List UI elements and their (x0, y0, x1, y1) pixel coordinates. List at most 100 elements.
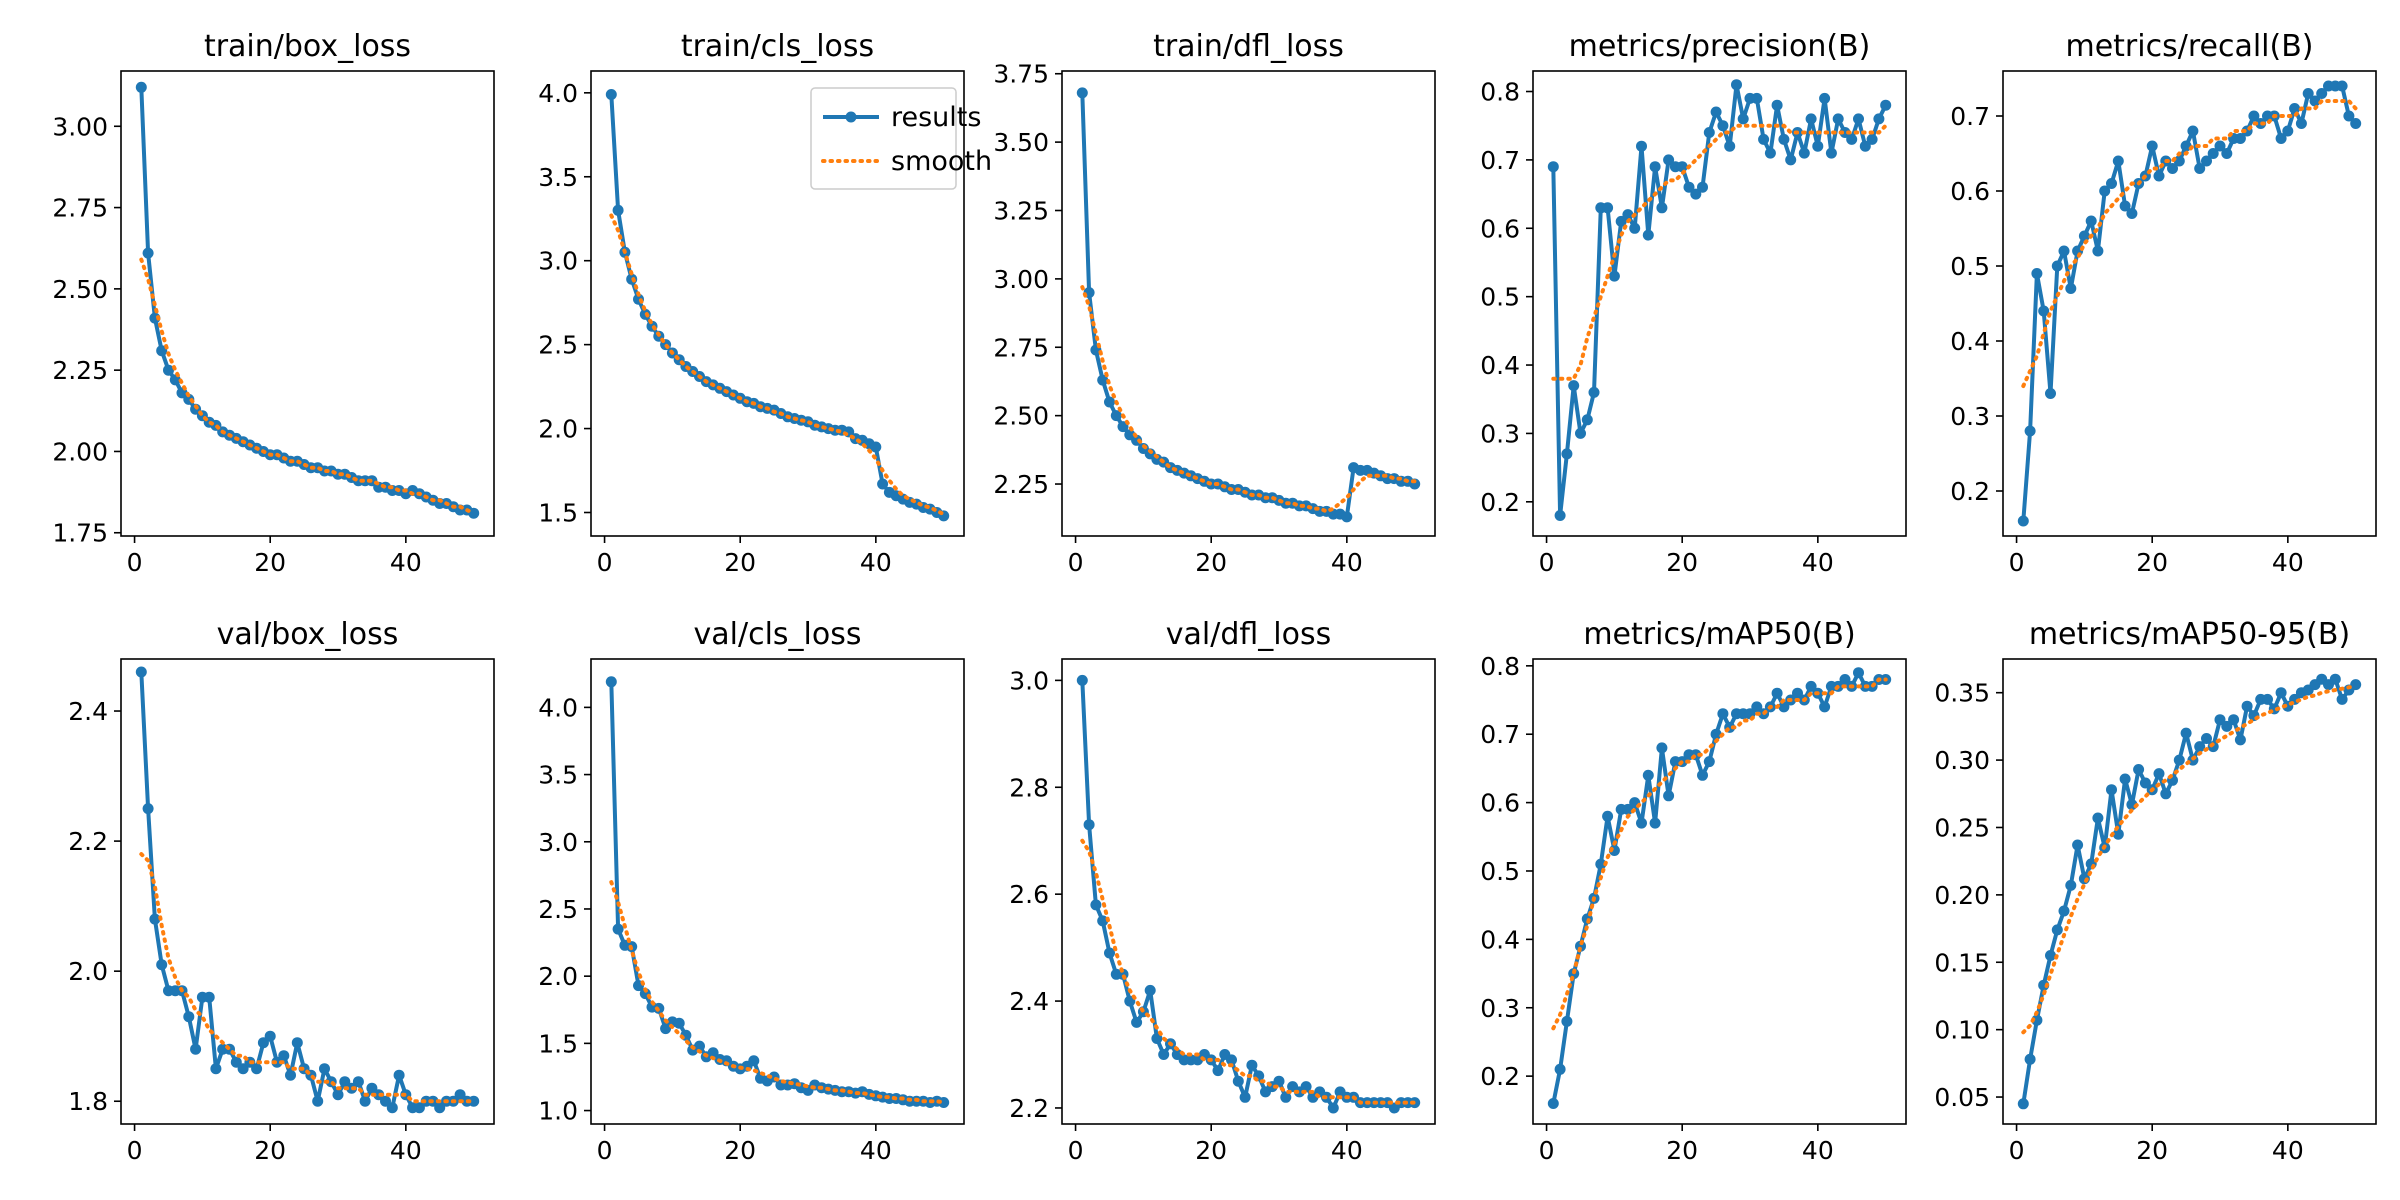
results-point (605, 89, 617, 100)
legend-results-marker (845, 111, 857, 123)
results-point (1575, 427, 1586, 439)
y-tick-label: 0.4 (1480, 351, 1520, 380)
results-point (1697, 181, 1708, 193)
results-point (190, 1043, 202, 1055)
results-line (139, 670, 476, 1110)
plot-area (2017, 673, 2362, 1110)
y-tick-label: 3.0 (1009, 666, 1049, 695)
results-point (1785, 154, 1797, 166)
results-point (1853, 667, 1864, 679)
results-line (2021, 84, 2358, 523)
results-point (1642, 229, 1654, 241)
chart-metrics-recall-b: metrics/recall(B) 0 20 40 0.2 0.3 0.4 0.5 0.6 0.7 (1950, 29, 2377, 577)
y-tick-label: 1.75 (52, 519, 108, 548)
x-tick-label: 0 (1068, 548, 1084, 577)
x-tick-label: 40 (860, 1136, 892, 1165)
results-point (251, 1063, 263, 1075)
results-line (139, 85, 476, 516)
y-tick-label: 0.35 (1934, 679, 1990, 708)
chart-metrics-map50-b: metrics/mAP50(B) 0 20 40 0.2 0.3 0.4 0.5 0.6 0.7 0… (1480, 617, 1907, 1165)
chart-val-box-loss: val/box_loss 0 20 40 1.8 2.0 2.2 2.4 (68, 617, 495, 1165)
results-point (1663, 790, 1675, 802)
smooth-line (139, 257, 476, 516)
results-point (2289, 103, 2301, 114)
results-point (1717, 120, 1729, 132)
results-point (2336, 693, 2348, 705)
axes-frame (1532, 658, 1907, 1125)
y-tick-label: 0.5 (1480, 857, 1520, 886)
results-point (2017, 515, 2029, 527)
results-point (1090, 899, 1102, 911)
chart-val-cls-loss: val/cls_loss 0 20 40 1.0 1.5 2.0 2.5 3.0 3.5 4.0 (538, 617, 965, 1165)
x-tick-label: 20 (2136, 548, 2168, 577)
y-tick-label: 2.0 (538, 962, 578, 991)
x-tick-label: 20 (1666, 548, 1698, 577)
results-point (2085, 215, 2097, 227)
axes-frame (120, 70, 495, 537)
x-tick-label: 40 (1331, 1136, 1363, 1165)
results-point (1805, 113, 1817, 125)
x-tick-label: 40 (1802, 1136, 1834, 1165)
results-point (2031, 268, 2043, 279)
results-point (2194, 163, 2206, 174)
results-point (1273, 1075, 1285, 1087)
results-point (163, 364, 174, 376)
y-tick-label: 0.3 (1950, 402, 1990, 431)
results-point (2031, 1014, 2043, 1026)
x-tick-label: 0 (1539, 548, 1555, 577)
results-point (386, 1102, 398, 1114)
plot-area (1547, 79, 1892, 521)
y-tick-label: 0.2 (1950, 477, 1990, 506)
y-tick-label: 0.7 (1480, 720, 1520, 749)
results-point (2228, 714, 2240, 726)
results-point (1595, 858, 1607, 870)
axes-frame (590, 70, 965, 537)
results-point (2106, 784, 2117, 796)
smooth-line (1080, 838, 1417, 1105)
results-point (319, 1063, 330, 1075)
results-point (2248, 110, 2260, 122)
y-tick-label: 3.0 (538, 828, 578, 857)
results-point (1812, 140, 1824, 152)
x-tick-label: 0 (597, 1136, 613, 1165)
results-point (468, 507, 480, 519)
results-point (434, 1102, 446, 1114)
results-point (2302, 88, 2314, 99)
results-line (1080, 90, 1417, 519)
y-tick-label: 2.75 (993, 333, 1049, 362)
y-tick-label: 0.2 (1480, 488, 1520, 517)
results-point (1588, 386, 1600, 398)
results-line (1080, 678, 1417, 1110)
results-point (1636, 140, 1647, 152)
results-point (2275, 133, 2287, 144)
results-point (1239, 1091, 1251, 1103)
results-point (142, 247, 154, 259)
results-point (264, 1030, 276, 1042)
results-point (380, 1095, 391, 1107)
results-point (2058, 245, 2070, 257)
results-point (2234, 133, 2246, 144)
y-tick-label: 0.20 (1934, 881, 1990, 910)
results-point (2221, 148, 2233, 159)
x-tick-label: 40 (860, 548, 892, 577)
results-point (1737, 113, 1749, 125)
results-point (1731, 79, 1742, 91)
y-tick-label: 0.3 (1480, 994, 1520, 1023)
chart-title: metrics/precision(B) (1569, 29, 1871, 64)
results-point (1724, 140, 1736, 152)
y-tick-label: 2.5 (538, 331, 578, 360)
results-point (2282, 125, 2294, 137)
results-point (605, 676, 617, 688)
axes-frame (2002, 658, 2377, 1125)
results-point (2343, 110, 2355, 122)
results-point (673, 1017, 685, 1029)
x-tick-label: 20 (724, 1136, 756, 1165)
results-point (1778, 701, 1790, 713)
plot-area (605, 89, 950, 522)
results-point (1751, 701, 1763, 713)
y-tick-label: 0.2 (1480, 1062, 1520, 1091)
results-point (1097, 915, 1109, 927)
results-point (2112, 155, 2124, 167)
y-tick-label: 3.0 (538, 247, 578, 276)
